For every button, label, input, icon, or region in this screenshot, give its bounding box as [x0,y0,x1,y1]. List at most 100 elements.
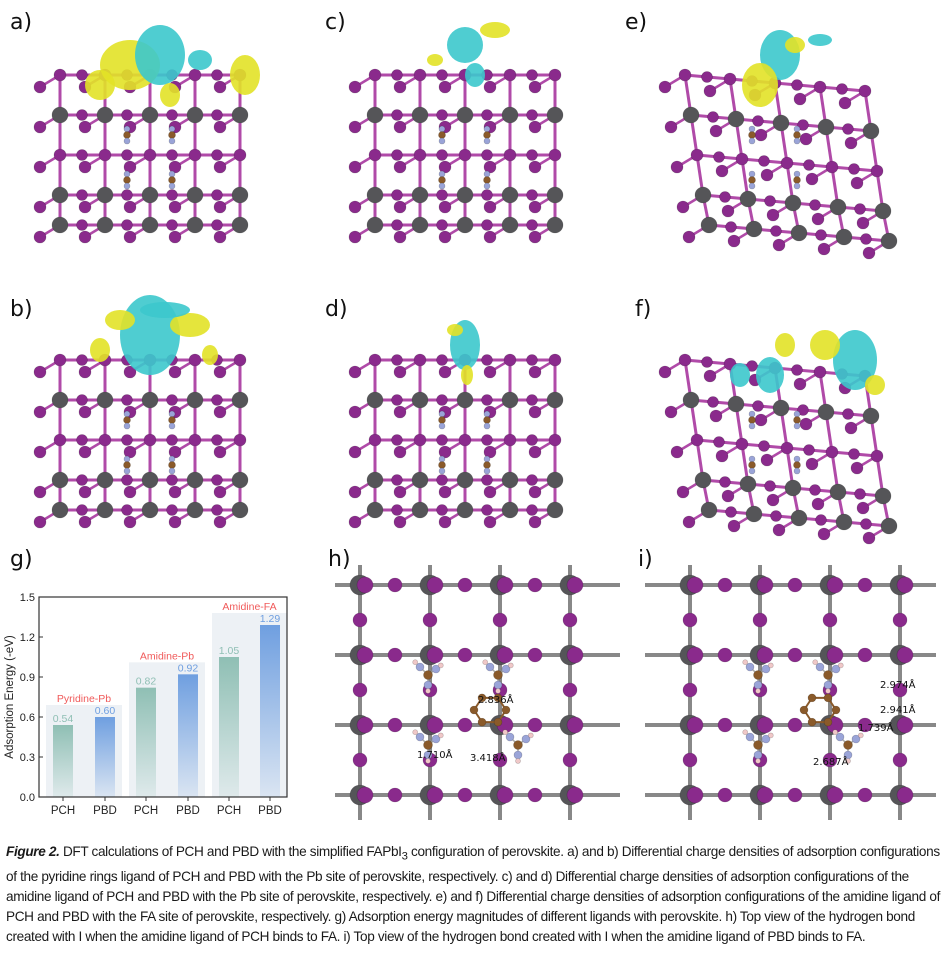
iodide-atom [717,647,733,663]
lead-atom [366,471,384,489]
iodide-atom [121,219,133,231]
iodide-atom [78,200,92,214]
iodide-atom [758,155,770,167]
panel-label-d: d) [325,297,348,322]
iodide-atom [772,238,786,252]
iodide-atom [233,353,247,367]
iodide-atom [368,148,382,162]
iodide-atom [348,485,362,499]
lead-atom [96,471,114,489]
nitrogen-atom [761,664,771,674]
iodide-atom [826,786,844,804]
lead-atom [186,106,204,124]
iodide-atom [356,646,374,664]
iodide-atom [526,69,538,81]
iodide-atom [717,577,733,593]
iodide-atom [838,96,852,110]
data-label: 1.29 [260,613,281,625]
hydrogen-atom [438,662,444,669]
carbon-atom [748,176,756,184]
iodide-atom [719,191,731,203]
lead-atom [411,186,429,204]
iodide-atom [387,787,403,803]
iodide-atom [166,189,178,201]
iodide-atom [211,69,223,81]
iodide-atom [211,474,223,486]
bar [95,717,115,797]
iodide-atom [348,80,362,94]
charge-density-isosurface [140,302,190,318]
hydrogen-atom [755,688,761,694]
carbon-atom [123,461,131,469]
bar [260,625,280,797]
group-label: Amidine-FA [222,601,276,613]
lead-atom [456,391,474,409]
nitrogen-atom [745,662,755,672]
nitrogen-atom [513,750,523,760]
iodide-atom [481,394,493,406]
nitrogen-atom [748,455,756,463]
panel-d: d) [315,285,625,545]
caption-lead: Figure 2. [6,844,60,859]
x-tick-label: PBD [258,805,282,817]
iodide-atom [850,461,864,475]
iodide-atom [393,160,407,174]
iodide-atom [457,647,473,663]
iodide-atom [787,717,803,733]
iodide-atom [188,68,202,82]
charge-density-isosurface [188,50,212,70]
nitrogen-atom [168,422,176,430]
iodide-atom [166,109,178,121]
lead-atom [546,501,564,519]
bond-distance-label: 1.710Å [417,750,453,761]
lead-atom [366,186,384,204]
hydrogen-atom [508,662,514,669]
iodide-atom [438,485,452,499]
nitrogen-atom [748,467,756,475]
lead-atom [456,106,474,124]
iodide-atom [717,717,733,733]
lead-atom [186,471,204,489]
nitrogen-atom [123,410,131,418]
panel-g: g) Pyridine-Pb 0.54 0.60 Amidine-Pb 0.82 0.92… [0,545,310,830]
nitrogen-atom [748,182,756,190]
carbon-atom [469,705,479,715]
charge-density-render-c [348,22,564,244]
iodide-atom [393,230,407,244]
lead-atom [141,106,159,124]
carbon-atom [493,693,503,703]
iodide-atom [78,485,92,499]
charge-density-isosurface [742,63,778,107]
nitrogen-atom [483,467,491,475]
nitrogen-atom [431,664,441,674]
iodide-atom [857,647,873,663]
lead-atom [501,186,519,204]
iodide-atom [496,786,514,804]
iodide-atom [76,219,88,231]
iodide-atom [896,576,914,594]
iodide-atom [764,195,776,207]
iodide-atom [348,515,362,529]
iodide-atom [233,433,247,447]
nitrogen-atom [438,182,446,190]
nitrogen-atom [168,137,176,145]
iodide-atom [143,433,157,447]
iodide-atom [436,149,448,161]
hydrogen-bond-top-view-h [335,565,620,820]
carbon-atom [477,717,487,727]
nitrogen-atom [483,125,491,133]
iodide-atom [797,404,809,416]
iodide-atom [756,576,774,594]
bond-distance-label: 2.836Å [478,695,514,706]
iodide-atom [33,200,47,214]
y-tick-label: 0.6 [20,712,35,724]
iodide-atom [787,787,803,803]
iodide-atom [213,80,227,94]
iodide-atom [770,510,782,522]
charge-density-isosurface [756,357,784,393]
nitrogen-atom [793,137,801,145]
iodide-atom [123,515,137,529]
iodide-atom [391,109,403,121]
iodide-atom [526,219,538,231]
iodide-atom [896,786,914,804]
